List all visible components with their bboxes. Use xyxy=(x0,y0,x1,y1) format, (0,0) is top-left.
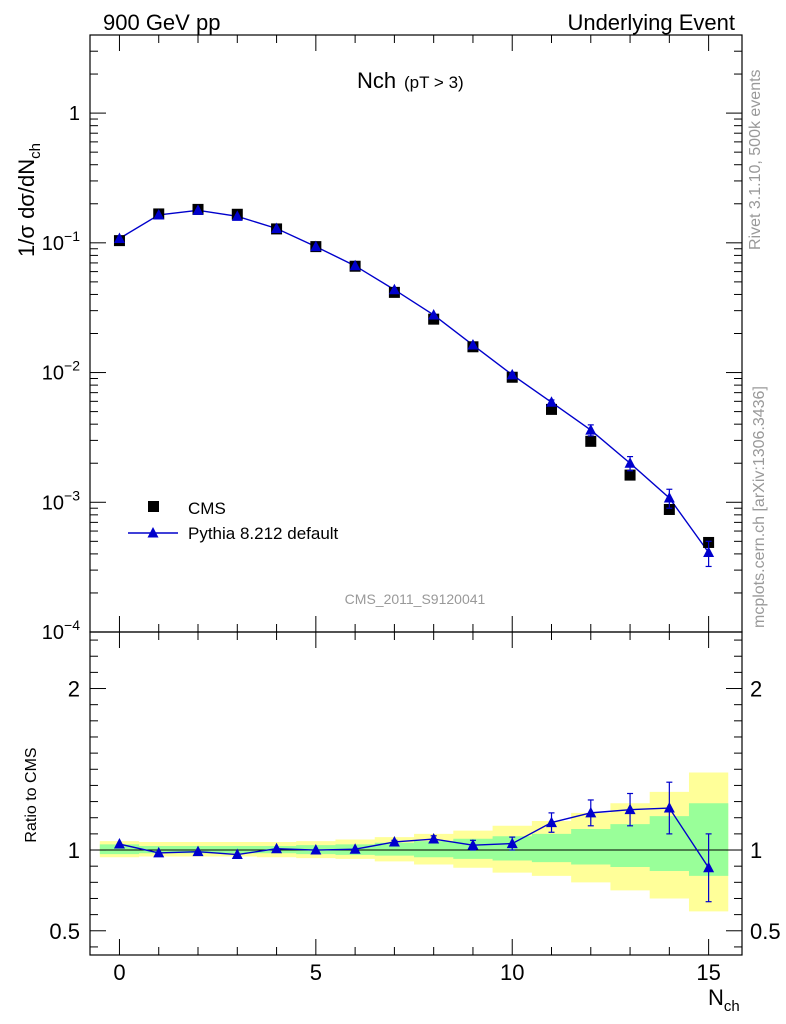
ratio-line xyxy=(119,807,710,869)
pythia-marker xyxy=(428,308,440,320)
cms-marker xyxy=(546,403,558,415)
x-axis-label-text: N xyxy=(708,985,724,1010)
ratio-y-tick-label-right: 0.5 xyxy=(750,919,781,944)
pythia-marker xyxy=(624,457,636,468)
ratio-marker xyxy=(192,845,204,857)
legend-pythia-label: Pythia 8.212 default xyxy=(188,524,339,543)
pythia-marker xyxy=(506,368,518,380)
main-title-text: Nch xyxy=(357,68,396,93)
legend-pythia-marker xyxy=(147,527,159,538)
mcplots-label: mcplots.cern.ch [arXiv:1306.3436] xyxy=(751,386,768,628)
y-tick-label-exp: −4 xyxy=(64,617,80,633)
pythia-marker xyxy=(388,283,400,295)
pythia-marker xyxy=(546,396,558,407)
y-tick-label: 1 xyxy=(69,103,80,125)
ratio-marker xyxy=(113,838,125,849)
legend: CMS Pythia 8.212 default xyxy=(128,499,339,543)
main-y-axis-label: 1/σ dσ/dNch xyxy=(14,143,44,257)
pythia-marker xyxy=(349,259,361,271)
ratio-marker xyxy=(467,839,479,850)
x-tick-label: 15 xyxy=(696,960,720,985)
rivet-label: Rivet 3.1.10, 500k events xyxy=(747,69,764,250)
cms-marker xyxy=(624,469,636,481)
ratio-marker xyxy=(663,802,675,813)
legend-cms-label: CMS xyxy=(188,499,226,518)
ratio-marker xyxy=(428,833,440,844)
ratio-marker xyxy=(310,844,322,855)
pythia-marker xyxy=(113,232,125,243)
x-tick-label: 10 xyxy=(500,960,524,985)
pythia-marker xyxy=(192,204,204,215)
cms-marker xyxy=(585,435,597,447)
ratio-marker xyxy=(231,848,243,860)
y-tick-label-exp: −1 xyxy=(64,228,80,244)
y-tick-label-base: 1 xyxy=(69,103,80,125)
ratio-y-tick-label-right: 1 xyxy=(750,838,762,863)
ratio-marker xyxy=(585,806,597,818)
ratio-marker xyxy=(506,837,518,849)
watermark: CMS_2011_S9120041 xyxy=(345,591,486,607)
pythia-marker xyxy=(271,222,283,233)
ratio-band-green xyxy=(99,803,729,876)
pythia-line xyxy=(119,209,710,553)
svg-text:1/σ dσ/dNch: 1/σ dσ/dNch xyxy=(14,143,44,257)
y-tick-label: 10−3 xyxy=(42,487,80,514)
pythia-marker xyxy=(663,491,675,503)
header-right-title: Underlying Event xyxy=(567,10,735,35)
main-panel: 10−410−310−210−11 Nch (pT > 3) CMS_2011_… xyxy=(14,34,743,644)
legend-cms-marker xyxy=(148,501,159,512)
pythia-marker xyxy=(231,210,243,221)
y-tick-label-base: 10 xyxy=(42,233,64,255)
ratio-marker xyxy=(349,843,361,854)
y-tick-label-base: 10 xyxy=(42,492,64,514)
ratio-marker xyxy=(546,816,558,828)
x-axis-label: Nch xyxy=(708,985,740,1015)
ratio-y-tick-label-right: 2 xyxy=(750,677,762,702)
pythia-marker xyxy=(467,339,479,350)
ratio-marker xyxy=(703,861,715,873)
y-tick-label: 10−4 xyxy=(42,617,80,644)
x-tick-label: 0 xyxy=(113,960,125,985)
pythia-marker xyxy=(310,240,322,252)
pythia-marker xyxy=(585,424,597,435)
ratio-panel: 0.5 0.5 1 1 2 2 0 5 10 15 Ratio to CMS Nch xyxy=(23,631,781,1015)
ratio-marker xyxy=(388,835,400,847)
main-y-label-text: 1/σ dσ/dN xyxy=(14,159,39,257)
ratio-marker xyxy=(624,803,636,815)
ratio-y-tick-label-left: 1 xyxy=(68,838,80,863)
main-title: Nch (pT > 3) xyxy=(357,68,464,93)
y-tick-label-exp: −3 xyxy=(64,487,80,503)
x-axis-label-sub: ch xyxy=(724,998,740,1015)
ratio-y-tick-label-left: 0.5 xyxy=(49,919,80,944)
y-tick-label-exp: −2 xyxy=(64,358,80,374)
ratio-marker xyxy=(271,842,283,854)
y-tick-label: 10−1 xyxy=(42,228,80,255)
header-left-title: 900 GeV pp xyxy=(103,10,220,35)
main-y-label-sub: ch xyxy=(27,143,44,159)
x-tick-label: 5 xyxy=(310,960,322,985)
ratio-marker xyxy=(153,846,165,858)
y-tick-label: 10−2 xyxy=(42,358,80,385)
ratio-y-tick-label-left: 2 xyxy=(68,677,80,702)
y-tick-label-base: 10 xyxy=(42,363,64,385)
pythia-marker xyxy=(703,546,715,558)
y-tick-label-base: 10 xyxy=(42,622,64,644)
cms-marker xyxy=(663,503,675,515)
main-title-sub: (pT > 3) xyxy=(404,73,464,92)
ratio-frame xyxy=(89,631,743,956)
ratio-y-axis-label: Ratio to CMS xyxy=(23,747,40,842)
pythia-marker xyxy=(153,208,165,220)
